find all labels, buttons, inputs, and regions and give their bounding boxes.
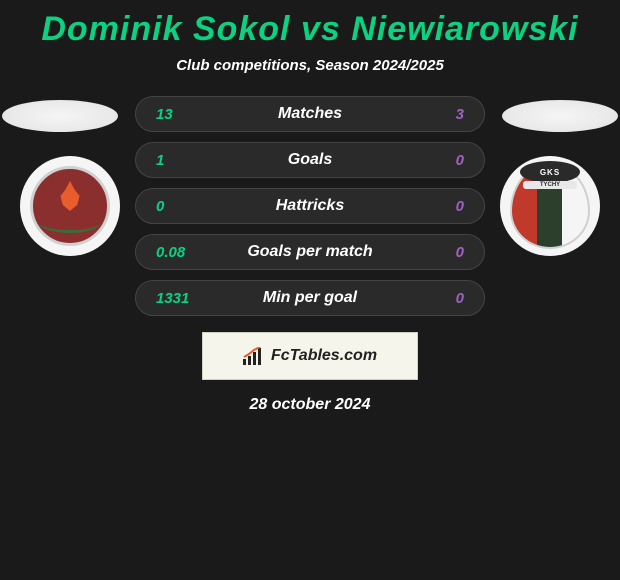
stat-label: Hattricks — [196, 197, 424, 215]
stat-right-value: 3 — [424, 106, 464, 123]
stat-left-value: 1 — [156, 152, 196, 169]
stat-right-value: 0 — [424, 244, 464, 261]
stat-label: Matches — [196, 105, 424, 123]
page-title: Dominik Sokol vs Niewiarowski — [0, 0, 620, 49]
comparison-content: GKS TYCHY 13 Matches 3 1 Goals 0 0 Hattr… — [0, 96, 620, 414]
stat-right-value: 0 — [424, 152, 464, 169]
footer-date: 28 october 2024 — [0, 396, 620, 414]
stat-right-value: 0 — [424, 198, 464, 215]
stat-left-value: 1331 — [156, 290, 196, 307]
club-badge-right: GKS TYCHY — [500, 156, 600, 256]
stat-label: Goals — [196, 151, 424, 169]
chart-icon — [243, 347, 265, 365]
stat-row-goals: 1 Goals 0 — [135, 142, 485, 178]
brand-text: FcTables.com — [271, 347, 377, 365]
player-photo-right — [502, 100, 618, 132]
player-photo-left — [2, 100, 118, 132]
stats-table: 13 Matches 3 1 Goals 0 0 Hattricks 0 0.0… — [135, 96, 485, 316]
stat-left-value: 13 — [156, 106, 196, 123]
stat-row-matches: 13 Matches 3 — [135, 96, 485, 132]
stat-right-value: 0 — [424, 290, 464, 307]
stat-label: Goals per match — [196, 243, 424, 261]
stat-label: Min per goal — [196, 289, 424, 307]
laurel-icon — [40, 213, 100, 233]
badge-top-text: GKS — [520, 161, 580, 183]
stat-row-min-per-goal: 1331 Min per goal 0 — [135, 280, 485, 316]
page-subtitle: Club competitions, Season 2024/2025 — [0, 57, 620, 74]
brand-box: FcTables.com — [202, 332, 418, 380]
stat-row-goals-per-match: 0.08 Goals per match 0 — [135, 234, 485, 270]
stat-row-hattricks: 0 Hattricks 0 — [135, 188, 485, 224]
club-badge-left — [20, 156, 120, 256]
stat-left-value: 0 — [156, 198, 196, 215]
badge-band-text: TYCHY — [523, 181, 577, 189]
stat-left-value: 0.08 — [156, 244, 196, 261]
flame-icon — [58, 181, 82, 211]
